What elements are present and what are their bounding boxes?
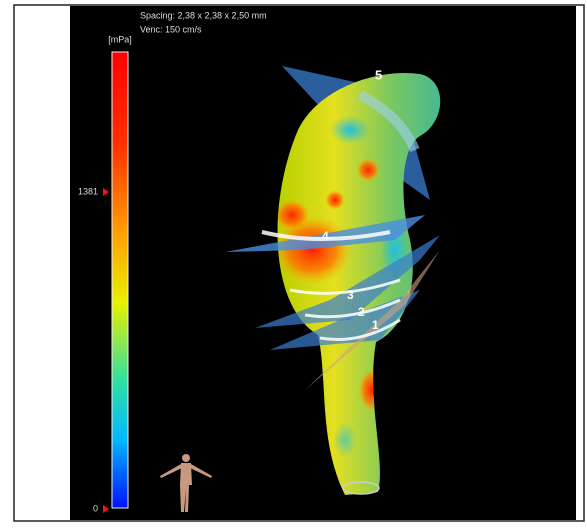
viewer: Spacing: 2,38 x 2,38 x 2,50 mm Venc: 150… [0, 0, 587, 526]
venc-text: Venc: 150 cm/s [140, 24, 202, 34]
colorbar-unit: [mPa] [108, 34, 132, 44]
plane-label: 2 [358, 305, 365, 319]
page: Spacing: 2,38 x 2,38 x 2,50 mm Venc: 150… [0, 0, 587, 526]
spacing-text: Spacing: 2,38 x 2,38 x 2,50 mm [140, 10, 267, 20]
plane-label: 1 [372, 318, 379, 332]
colorbar-tick: 1381 [78, 186, 98, 196]
plane-label: 3 [347, 288, 354, 302]
colorbar-tick: 0 [93, 503, 98, 513]
plane-label: 5 [375, 67, 382, 82]
plane-label: 4 [322, 229, 329, 243]
colorbar [112, 52, 128, 508]
